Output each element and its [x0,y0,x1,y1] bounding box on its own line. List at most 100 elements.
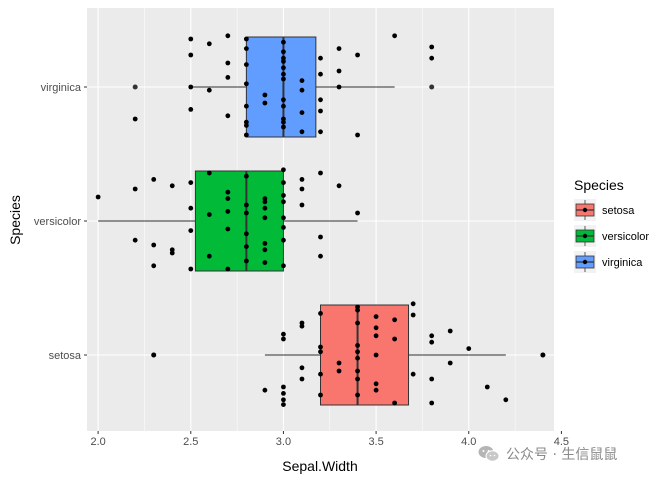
data-point [447,328,453,334]
data-point [188,266,194,272]
data-point [225,266,231,272]
data-point [262,92,268,98]
data-point [225,196,231,202]
data-point [318,234,323,240]
data-point [281,39,286,45]
data-point [243,81,249,87]
data-point [318,344,323,350]
data-point [299,320,305,326]
outlier-point [429,84,435,90]
data-point [188,205,194,211]
data-point [225,60,231,66]
data-point [188,52,194,58]
x-tick-label: 2.5 [183,436,198,448]
data-point [299,365,305,371]
data-point [169,247,175,253]
data-point [281,119,286,125]
data-point [225,75,231,80]
data-point [299,202,305,208]
data-point [281,402,286,407]
data-point [262,100,268,106]
data-point [318,253,323,259]
data-point [169,183,175,189]
data-point [243,258,249,264]
data-point [243,173,249,179]
data-point [281,215,286,221]
data-point [281,71,286,77]
y-tick-label: setosa [49,350,82,362]
data-point [355,392,360,398]
legend-entry-virginica: virginica [574,251,643,273]
y-tick-label: virginica [41,82,82,94]
data-point [132,116,138,122]
data-point [355,355,360,361]
data-point [281,76,286,82]
data-point [225,226,231,232]
data-point [151,242,157,248]
data-point [318,108,323,114]
data-point [318,55,323,61]
data-point [281,336,286,342]
legend-key-point [582,259,588,265]
data-point [355,343,360,348]
data-point [355,132,360,138]
data-point [355,52,360,58]
data-point [262,205,268,211]
data-point [281,124,286,130]
legend-entry-versicolor: versicolor [574,225,649,247]
data-point [336,368,342,374]
data-point [262,387,268,393]
data-point [206,212,212,218]
y-axis-title: Species [7,195,23,245]
y-axis-ticks: setosa versicolor virginica [34,82,87,362]
data-point [188,228,194,234]
watermark-text: 公众号 · 生信鼠鼠 [506,447,618,463]
x-axis-ticks: 2.0 2.5 3.0 3.5 4.0 4.5 [90,431,569,448]
data-point [151,177,157,182]
data-point [281,167,286,173]
data-point [132,237,138,243]
data-point [281,391,286,396]
data-point [281,384,286,390]
data-point [225,33,231,39]
data-point [355,368,360,374]
data-point [392,33,398,39]
data-point [392,317,398,323]
data-point [429,376,435,382]
data-point [95,194,101,200]
x-tick-label: 3.5 [368,436,383,448]
data-point [262,241,268,246]
data-point [336,360,342,366]
data-point [262,260,268,265]
box-virginica [132,36,435,138]
data-point [206,87,212,93]
data-point [243,103,249,109]
data-point [281,65,286,71]
data-point [243,123,249,128]
x-tick-label: 3.0 [276,436,291,448]
data-point [281,331,286,337]
data-point [355,210,360,216]
data-point [243,132,249,138]
data-point [336,84,342,90]
data-point [281,97,286,103]
x-axis-title: Sepal.Width [282,458,357,474]
data-point [336,183,342,189]
data-point [281,103,286,109]
data-point [410,312,416,318]
y-tick-label: versicolor [34,216,81,228]
data-point [355,307,360,313]
data-point [429,55,435,61]
outlier-point [132,84,138,90]
data-point [392,336,398,342]
data-point [188,107,194,112]
data-point [410,301,416,307]
data-point [373,314,379,319]
wechat-icon [478,445,500,463]
data-point [262,247,268,253]
legend: Species setosa versicolor virginica [574,177,649,273]
box-rect [245,36,317,138]
data-point [299,129,305,135]
data-point [429,333,435,339]
data-point [132,186,138,192]
